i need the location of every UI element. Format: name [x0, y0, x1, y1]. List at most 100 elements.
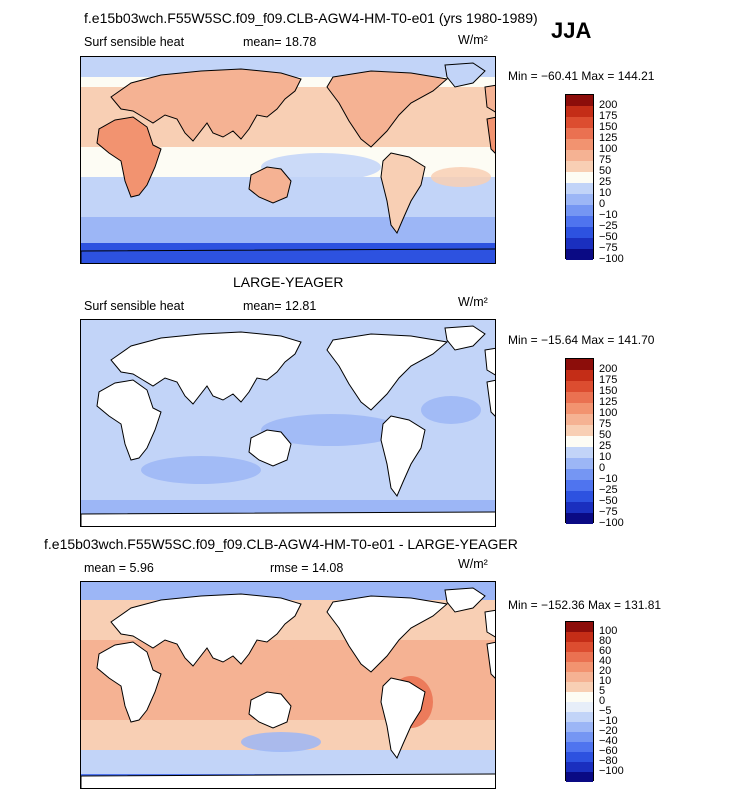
continent-australia	[248, 691, 292, 729]
continent-greenland	[444, 325, 486, 351]
colorbar-swatch	[566, 513, 593, 524]
colorbar-swatch	[566, 150, 593, 161]
colorbar-tick-label: 10	[599, 451, 612, 463]
colorbar-tick-label: −60	[599, 745, 618, 757]
colorbar-tick-label: −10	[599, 715, 618, 727]
colorbar-swatch	[566, 682, 593, 692]
colorbar-tick-label: 75	[599, 418, 612, 430]
continent-samerica	[380, 152, 426, 234]
continent-africa_r	[486, 116, 495, 154]
panel2-minmax: Min = −15.64 Max = 141.70	[508, 333, 655, 347]
colorbar-swatch	[566, 458, 593, 469]
colorbar-tick-label: −5	[599, 705, 612, 717]
continent-antarctica	[81, 248, 495, 263]
panel3-mean: mean = 5.96	[84, 561, 154, 575]
panel2-mean: mean= 12.81	[243, 299, 317, 313]
panel1-mean: mean= 18.78	[243, 35, 317, 49]
continent-eurasia	[110, 593, 302, 667]
colorbar-swatch	[566, 139, 593, 150]
continent-africa	[96, 641, 162, 723]
panel3-map-svg	[81, 582, 495, 788]
panel3-title: f.e15b03wch.F55W5SC.f09_f09.CLB-AGW4-HM-…	[44, 536, 518, 552]
colorbar-swatch	[566, 480, 593, 491]
panel1-map	[80, 56, 496, 264]
colorbar-swatch	[566, 702, 593, 712]
continent-africa	[96, 116, 162, 198]
colorbar-tick-label: −100	[599, 253, 624, 265]
colorbar-tick-label: −75	[599, 242, 618, 254]
continent-samerica	[380, 415, 426, 497]
continent-africa	[96, 379, 162, 461]
field-patch	[261, 153, 381, 181]
field-band	[81, 460, 495, 500]
colorbar-tick-label: 10	[599, 675, 612, 687]
colorbar-tick-label: −10	[599, 473, 618, 485]
panel3-colorbar	[565, 621, 594, 782]
colorbar-tick-label: −100	[599, 765, 624, 777]
colorbar-swatch	[566, 194, 593, 205]
colorbar-tick-label: −50	[599, 231, 618, 243]
colorbar-swatch	[566, 128, 593, 139]
colorbar-swatch	[566, 106, 593, 117]
colorbar-swatch	[566, 692, 593, 702]
continent-australia	[248, 166, 292, 204]
colorbar-swatch	[566, 117, 593, 128]
colorbar-swatch	[566, 172, 593, 183]
field-patch	[241, 648, 381, 676]
colorbar-swatch	[566, 414, 593, 425]
colorbar-tick-label: 175	[599, 374, 618, 386]
field-patch	[241, 732, 321, 752]
continent-antarctica	[81, 773, 495, 788]
continent-europe_r	[484, 347, 495, 376]
colorbar-swatch	[566, 238, 593, 249]
continent-australia	[248, 429, 292, 467]
colorbar-tick-label: 75	[599, 154, 612, 166]
colorbar-tick-label: −25	[599, 484, 618, 496]
colorbar-tick-label: 60	[599, 645, 612, 657]
colorbar-swatch	[566, 502, 593, 513]
colorbar-tick-label: −40	[599, 735, 618, 747]
colorbar-swatch	[566, 425, 593, 436]
continent-africa_r	[486, 641, 495, 679]
colorbar-swatch	[566, 381, 593, 392]
colorbar-swatch	[566, 359, 593, 370]
field-patch	[421, 396, 481, 424]
colorbar-swatch	[566, 95, 593, 106]
colorbar-tick-label: 100	[599, 407, 618, 419]
colorbar-swatch	[566, 392, 593, 403]
colorbar-swatch	[566, 403, 593, 414]
continent-namerica	[326, 595, 449, 673]
colorbar-tick-label: −100	[599, 517, 624, 529]
colorbar-tick-label: 200	[599, 363, 618, 375]
colorbar-swatch	[566, 722, 593, 732]
colorbar-swatch	[566, 227, 593, 238]
panel3-rmse: rmse = 14.08	[270, 561, 344, 575]
colorbar-swatch	[566, 672, 593, 682]
colorbar-tick-label: 10	[599, 187, 612, 199]
colorbar-swatch	[566, 622, 593, 632]
colorbar-tick-label: 125	[599, 132, 618, 144]
colorbar-swatch	[566, 752, 593, 762]
colorbar-tick-label: 80	[599, 635, 612, 647]
panel2-title: LARGE-YEAGER	[233, 274, 344, 290]
colorbar-tick-label: 0	[599, 198, 606, 210]
continent-europe_r	[484, 84, 495, 113]
colorbar-tick-label: 150	[599, 385, 618, 397]
colorbar-swatch	[566, 370, 593, 381]
continent-antarctica	[81, 511, 495, 526]
colorbar-tick-label: −20	[599, 725, 618, 737]
colorbar-tick-label: 25	[599, 440, 612, 452]
colorbar-tick-label: 50	[599, 429, 612, 441]
colorbar-swatch	[566, 642, 593, 652]
colorbar-swatch	[566, 205, 593, 216]
season-label: JJA	[551, 18, 592, 43]
panel1-title: f.e15b03wch.F55W5SC.f09_f09.CLB-AGW4-HM-…	[84, 10, 538, 26]
panel2-map-svg	[81, 320, 495, 526]
continent-greenland	[444, 62, 486, 88]
field-patch	[141, 456, 261, 484]
panel3-units: W/m²	[458, 557, 488, 571]
colorbar-swatch	[566, 161, 593, 172]
colorbar-swatch	[566, 183, 593, 194]
colorbar-swatch	[566, 436, 593, 447]
colorbar-tick-label: 25	[599, 176, 612, 188]
